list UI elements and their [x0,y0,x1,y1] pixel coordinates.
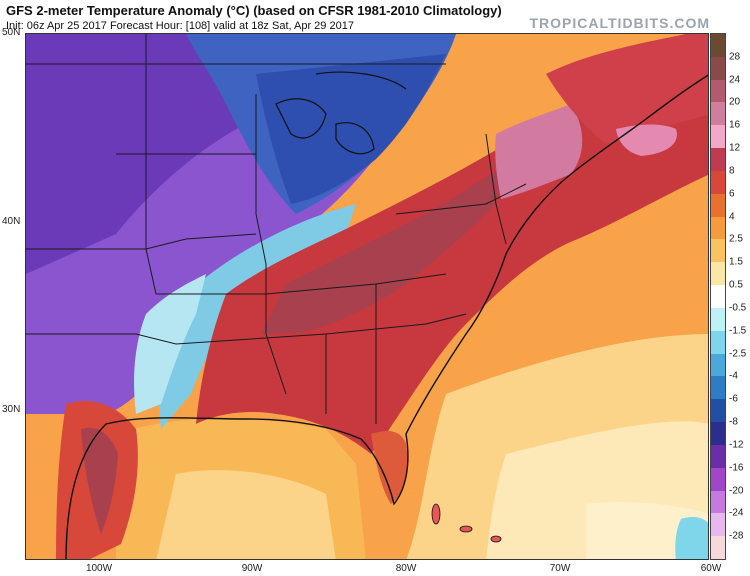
colorbar-label: 1.5 [729,256,743,268]
canada-warm-region [546,34,708,144]
colorbar-cell [711,193,725,218]
colorbar-label: 0.5 [729,279,743,291]
cool-transition-zone [159,204,356,429]
boundary-line [156,273,447,295]
colorbar-cell [711,170,725,195]
south-texas-hot-region [81,427,118,534]
boundary-lines [26,34,527,424]
colorbar-label: -2.5 [729,348,747,360]
colorbar-cell [711,34,725,58]
cool-ocean-spot [675,517,708,559]
colorbar-cell [711,102,725,126]
colorbar-cell [711,148,725,172]
lon-label: 70W [549,563,571,574]
boundary-line [255,94,287,395]
colorbar-cell [711,422,725,446]
colorbar-label: 6 [729,188,735,200]
colorbar-cell [711,307,725,332]
lon-label: 80W [395,563,417,574]
colorbar-label: 4 [729,211,735,223]
colorbar-cell [711,536,725,560]
colorbar-label: -8 [729,416,738,428]
boundary-line [485,133,507,245]
colorbar-label: 2.5 [729,233,743,245]
map-title: GFS 2-meter Temperature Anomaly (°C) (ba… [6,3,502,18]
colorbar-label: -1.5 [729,325,747,337]
lat-label: 40N [2,216,21,227]
brand-watermark: TROPICALTIDBITS.COM [529,15,710,31]
colorbar-cell [711,330,725,355]
coastline [65,74,708,559]
colorbar-label: -24 [729,507,744,519]
map-canvas [26,34,708,559]
colorbar-label: -16 [729,462,744,474]
nova-scotia-hot-region [616,124,677,156]
new-england-hot-region [495,104,583,199]
colorbar-cell [711,216,725,240]
colorbar-cell [711,467,725,491]
map-subtitle: Init: 06z Apr 25 2017 Forecast Hour: [10… [6,20,354,32]
boundary-line [26,233,257,250]
colorbar-label: 20 [729,96,741,108]
colorbar-cell [711,79,725,103]
colorbar-cell [711,490,725,514]
colorbar-label: 12 [729,142,741,154]
colorbar [710,33,726,560]
colorbar-label: -20 [729,485,744,497]
colorbar-label: -0.5 [729,302,747,314]
colorbar-cell [711,444,725,469]
boundary-line [395,183,527,215]
strong-warm-region [261,164,506,334]
colorbar-label: -6 [729,393,738,405]
lat-label: 50N [2,27,21,38]
colorbar-label: 28 [729,51,741,63]
florida-region [371,431,408,504]
islands [431,503,502,543]
island-marker [431,503,441,525]
great-lakes-outline [275,71,407,155]
island-marker [459,525,473,533]
boundary-line [145,34,157,295]
colorbar-label: -4 [729,370,738,382]
colorbar-label: -28 [729,530,744,542]
lon-label: 100W [85,563,113,574]
colorbar-cell [711,353,725,377]
colorbar-cell [711,262,725,286]
colorbar-cell [711,513,725,537]
colorbar-cell [711,376,725,400]
temperature-anomaly-map [25,33,709,560]
colorbar-label: 16 [729,119,741,131]
gulf-pale-region [156,470,336,559]
great-lakes-cold-region [256,54,446,204]
colorbar-label: -12 [729,439,744,451]
near-normal-zone [134,274,206,414]
lon-label: 60W [700,563,722,574]
colorbar-label: 8 [729,165,735,177]
lat-label: 30N [2,404,21,415]
colorbar-cell [711,56,725,81]
colorbar-cell [711,125,725,149]
colorbar-cell [711,399,725,423]
colorbar-cell [711,285,725,309]
colorbar-label: 24 [729,74,741,86]
island-marker [490,535,502,543]
boundary-line [26,333,177,345]
lon-label: 90W [241,563,263,574]
colorbar-cell [711,239,725,263]
